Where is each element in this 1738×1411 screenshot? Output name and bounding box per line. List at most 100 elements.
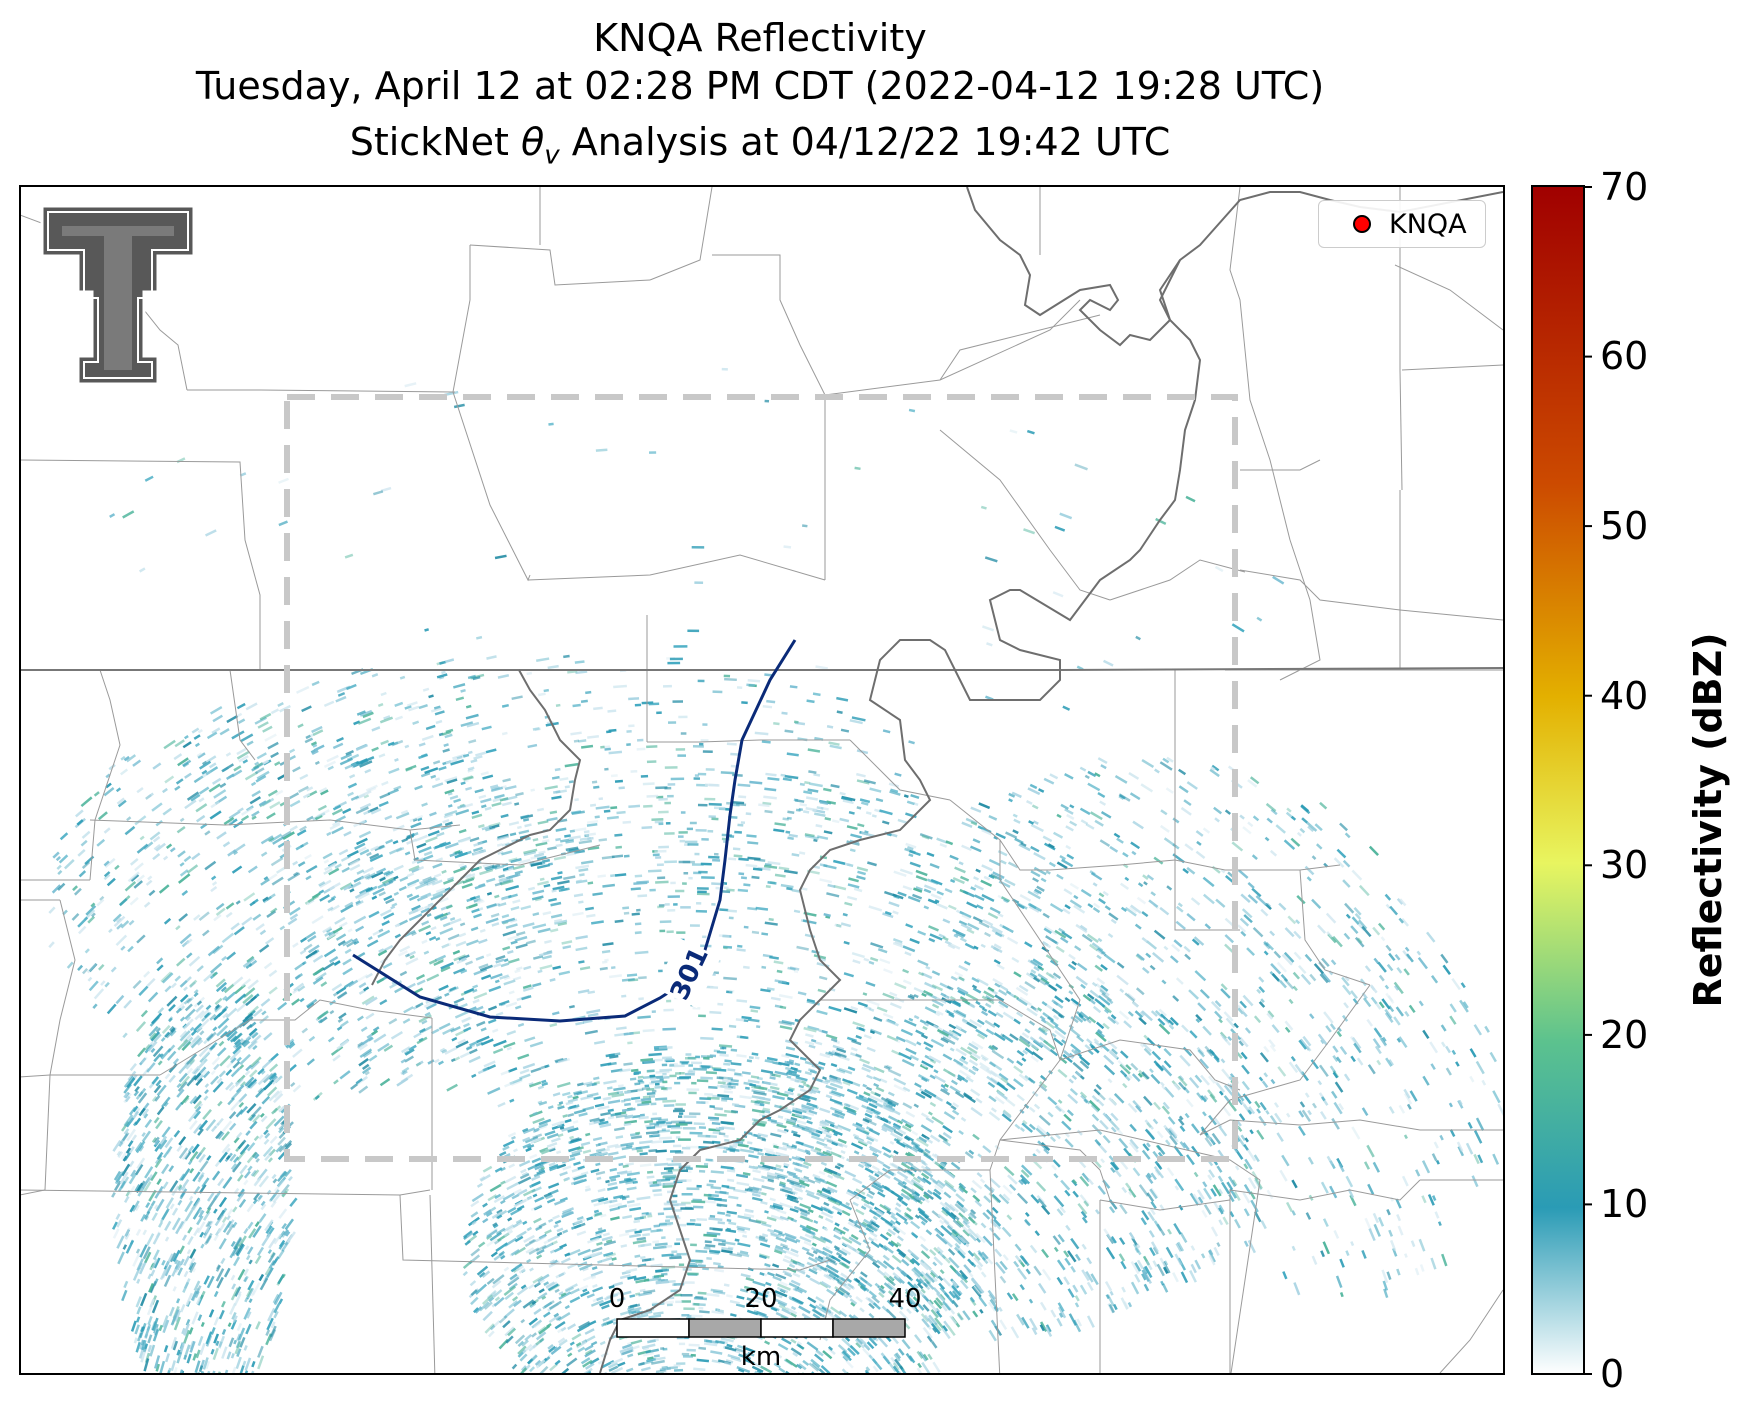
reflectivity-gate [923, 1041, 934, 1049]
reflectivity-gate [124, 1195, 130, 1203]
reflectivity-gate [902, 1374, 909, 1383]
reflectivity-gate [1038, 1282, 1047, 1294]
reflectivity-gate [967, 1227, 980, 1240]
reflectivity-gate [753, 1299, 762, 1304]
reflectivity-gate [922, 1177, 932, 1186]
reflectivity-gate [591, 1275, 597, 1280]
reflectivity-gate [399, 970, 408, 977]
reflectivity-gate [238, 1198, 247, 1208]
reflectivity-gate [787, 1177, 800, 1183]
reflectivity-gate [737, 783, 751, 787]
reflectivity-gate [635, 1386, 640, 1390]
reflectivity-gate [1240, 1100, 1249, 1111]
reflectivity-gate [525, 1147, 532, 1153]
reflectivity-gate [698, 1306, 704, 1310]
reflectivity-gate [967, 1250, 975, 1257]
reflectivity-gate [801, 1375, 812, 1385]
reflectivity-gate [660, 1171, 673, 1175]
reflectivity-gate [818, 1214, 824, 1219]
reflectivity-gate [764, 1059, 774, 1064]
reflectivity-gate [415, 974, 426, 981]
reflectivity-gate [603, 1394, 609, 1399]
reflectivity-gate [842, 1226, 850, 1232]
reflectivity-gate [664, 1400, 674, 1404]
reflectivity-gate [788, 1263, 796, 1269]
reflectivity-gate [218, 1196, 228, 1208]
reflectivity-gate [572, 1120, 579, 1124]
reflectivity-gate [888, 901, 900, 908]
reflectivity-gate [1174, 1185, 1180, 1191]
reflectivity-gate [115, 1213, 121, 1220]
reflectivity-gate [1121, 1286, 1126, 1293]
reflectivity-gate [135, 1296, 142, 1308]
reflectivity-gate [147, 1273, 152, 1280]
reflectivity-gate [1092, 1005, 1102, 1014]
reflectivity-gate [164, 1220, 172, 1232]
reflectivity-gate [1103, 1064, 1116, 1076]
reflectivity-gate [175, 1390, 179, 1395]
reflectivity-gate [973, 1284, 983, 1295]
reflectivity-gate [1110, 1112, 1119, 1122]
reflectivity-gate [634, 1230, 642, 1234]
reflectivity-gate [946, 1325, 956, 1337]
reflectivity-gate [575, 1393, 584, 1401]
reflectivity-gate [144, 1119, 153, 1128]
reflectivity-gate [759, 1406, 768, 1411]
reflectivity-gate [607, 1086, 613, 1090]
reflectivity-gate [674, 1368, 684, 1372]
reflectivity-gate [204, 1385, 210, 1399]
reflectivity-gate [187, 1402, 191, 1409]
reflectivity-gate [512, 1295, 519, 1302]
reflectivity-gate [757, 1152, 764, 1156]
reflectivity-gate [778, 1388, 786, 1395]
reflectivity-gate [852, 1201, 859, 1207]
reflectivity-gate [772, 1202, 783, 1208]
reflectivity-gate [770, 1132, 782, 1138]
title-line-3: StickNet θv Analysis at 04/12/22 19:42 U… [20, 120, 1500, 178]
reflectivity-gate [176, 1384, 182, 1398]
reflectivity-gate [546, 1198, 556, 1204]
reflectivity-gate [640, 1310, 653, 1316]
reflectivity-gate [680, 906, 691, 909]
reflectivity-gate [533, 1281, 541, 1288]
reflectivity-gate [736, 1203, 742, 1208]
reflectivity-gate [486, 1277, 495, 1285]
reflectivity-gate [876, 1006, 888, 1013]
reflectivity-gate [655, 1097, 668, 1101]
reflectivity-gate [590, 1270, 604, 1277]
reflectivity-gate [607, 1186, 618, 1191]
reflectivity-gate [258, 1134, 264, 1140]
reflectivity-gate [855, 1095, 869, 1104]
reflectivity-gate [485, 1211, 493, 1218]
reflectivity-gate [865, 1109, 874, 1115]
reflectivity-gate [203, 1095, 209, 1101]
reflectivity-gate [517, 1022, 525, 1028]
reflectivity-gate [706, 1256, 712, 1261]
reflectivity-gate [712, 1290, 726, 1295]
reflectivity-gate [598, 1120, 609, 1126]
reflectivity-gate [832, 1205, 843, 1213]
reflectivity-gate [502, 1320, 511, 1329]
reflectivity-gate [945, 1101, 952, 1107]
reflectivity-gate [470, 1296, 479, 1306]
reflectivity-gate [639, 1163, 652, 1168]
reflectivity-gate [819, 1107, 831, 1114]
reflectivity-gate [681, 1192, 693, 1196]
reflectivity-gate [1070, 1237, 1080, 1250]
reflectivity-gate [978, 1296, 988, 1307]
reflectivity-gate [714, 1190, 729, 1195]
reflectivity-gate [657, 1129, 670, 1133]
reflectivity-gate [708, 802, 722, 806]
reflectivity-gate [455, 940, 467, 947]
reflectivity-gate [576, 1230, 587, 1236]
reflectivity-gate [577, 1082, 584, 1087]
reflectivity-gate [537, 1292, 548, 1300]
reflectivity-gate [893, 1077, 907, 1086]
reflectivity-gate [807, 1178, 816, 1184]
reflectivity-gate [755, 906, 769, 911]
reflectivity-gate [542, 1379, 547, 1384]
reflectivity-gate [636, 908, 641, 912]
reflectivity-gate [924, 1046, 932, 1052]
reflectivity-gate [468, 1254, 481, 1265]
